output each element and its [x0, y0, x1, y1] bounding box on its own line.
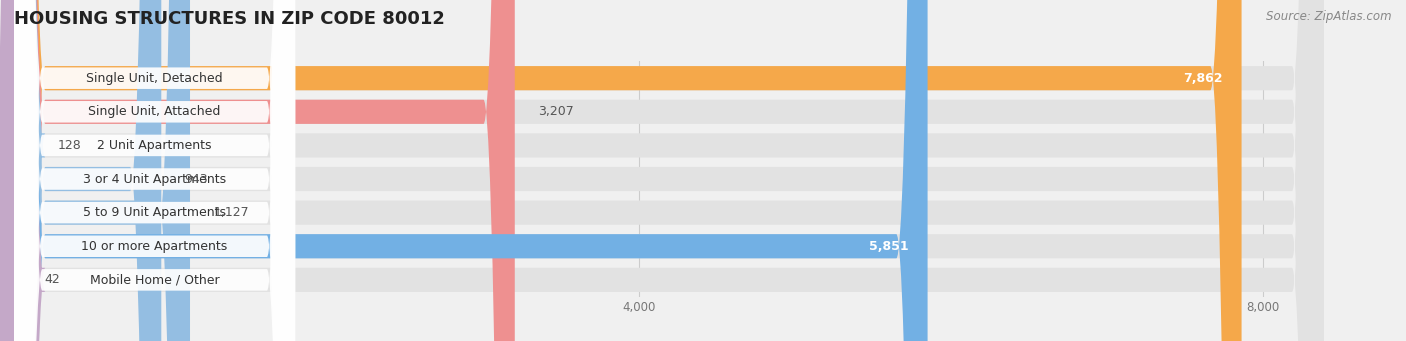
Text: 5,851: 5,851 — [869, 240, 908, 253]
FancyBboxPatch shape — [3, 0, 45, 341]
Text: Mobile Home / Other: Mobile Home / Other — [90, 273, 219, 286]
FancyBboxPatch shape — [14, 0, 295, 341]
Text: 1,127: 1,127 — [214, 206, 249, 219]
FancyBboxPatch shape — [14, 0, 295, 341]
Text: 128: 128 — [58, 139, 82, 152]
FancyBboxPatch shape — [14, 0, 295, 341]
Text: 5 to 9 Unit Apartments: 5 to 9 Unit Apartments — [83, 206, 226, 219]
Text: 943: 943 — [184, 173, 208, 186]
FancyBboxPatch shape — [0, 0, 45, 341]
Text: 2 Unit Apartments: 2 Unit Apartments — [97, 139, 212, 152]
FancyBboxPatch shape — [14, 0, 515, 341]
Text: Single Unit, Attached: Single Unit, Attached — [89, 105, 221, 118]
FancyBboxPatch shape — [14, 0, 1323, 341]
Text: 3,207: 3,207 — [538, 105, 574, 118]
Text: Single Unit, Detached: Single Unit, Detached — [86, 72, 224, 85]
FancyBboxPatch shape — [14, 0, 162, 341]
FancyBboxPatch shape — [14, 0, 1323, 341]
FancyBboxPatch shape — [14, 0, 1323, 341]
Text: 10 or more Apartments: 10 or more Apartments — [82, 240, 228, 253]
Text: 7,862: 7,862 — [1184, 72, 1223, 85]
FancyBboxPatch shape — [14, 0, 295, 341]
FancyBboxPatch shape — [14, 0, 295, 341]
FancyBboxPatch shape — [14, 0, 190, 341]
FancyBboxPatch shape — [14, 0, 295, 341]
FancyBboxPatch shape — [14, 0, 1241, 341]
FancyBboxPatch shape — [14, 0, 928, 341]
FancyBboxPatch shape — [14, 0, 1323, 341]
FancyBboxPatch shape — [14, 0, 295, 341]
Text: HOUSING STRUCTURES IN ZIP CODE 80012: HOUSING STRUCTURES IN ZIP CODE 80012 — [14, 10, 444, 28]
FancyBboxPatch shape — [14, 0, 1323, 341]
Text: Source: ZipAtlas.com: Source: ZipAtlas.com — [1267, 10, 1392, 23]
Text: 42: 42 — [44, 273, 60, 286]
FancyBboxPatch shape — [14, 0, 1323, 341]
Text: 3 or 4 Unit Apartments: 3 or 4 Unit Apartments — [83, 173, 226, 186]
FancyBboxPatch shape — [14, 0, 1323, 341]
